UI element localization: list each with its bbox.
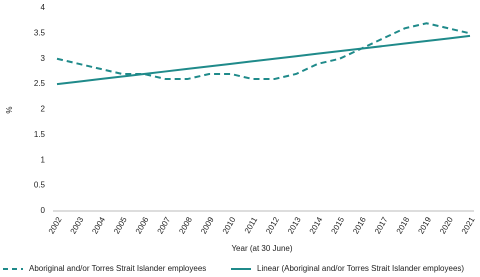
y-tick-label: 3 [41,54,46,63]
x-tick-label: 2018 [395,215,412,235]
y-tick-label: 0 [41,206,46,215]
series-line [56,34,471,86]
x-tick-label: 2003 [69,215,86,235]
x-tick-label: 2010 [221,215,238,235]
x-tick-label: 2005 [112,215,129,235]
y-tick-label: 1 [41,155,46,164]
legend-label: Linear (Aboriginal and/or Torres Strait … [257,264,464,273]
x-tick-label: 2002 [47,215,64,235]
legend-label: Aboriginal and/or Torres Strait Islander… [29,264,206,273]
x-tick-label: 2006 [134,215,151,235]
x-tick-label: 2012 [264,215,281,235]
y-tick-label: 2 [41,105,46,114]
y-tick-label: 2.5 [34,79,46,88]
x-tick-label: 2008 [177,215,194,235]
x-tick-label: 2007 [156,215,173,235]
x-tick-label: 2009 [199,215,216,235]
y-tick-label: 4 [41,3,46,12]
x-tick-label: 2004 [90,215,107,235]
y-tick-label: 0.5 [34,181,46,190]
x-tick-label: 2015 [329,215,346,235]
x-tick-label: 2016 [351,215,368,235]
x-tick-label: 2014 [308,215,325,235]
y-tick-label: 3.5 [34,28,46,37]
y-axis-title: % [5,106,14,113]
x-tick-label: 2013 [286,215,303,235]
y-tick-label: 1.5 [34,130,46,139]
x-tick-label: 2019 [416,215,433,235]
x-tick-label: 2020 [438,215,455,235]
x-tick-label: 2021 [460,215,477,235]
series-line [56,22,471,81]
x-tick-label: 2017 [373,215,390,235]
x-axis-title: Year (at 30 June) [231,244,292,253]
x-tick-label: 2011 [243,215,260,235]
